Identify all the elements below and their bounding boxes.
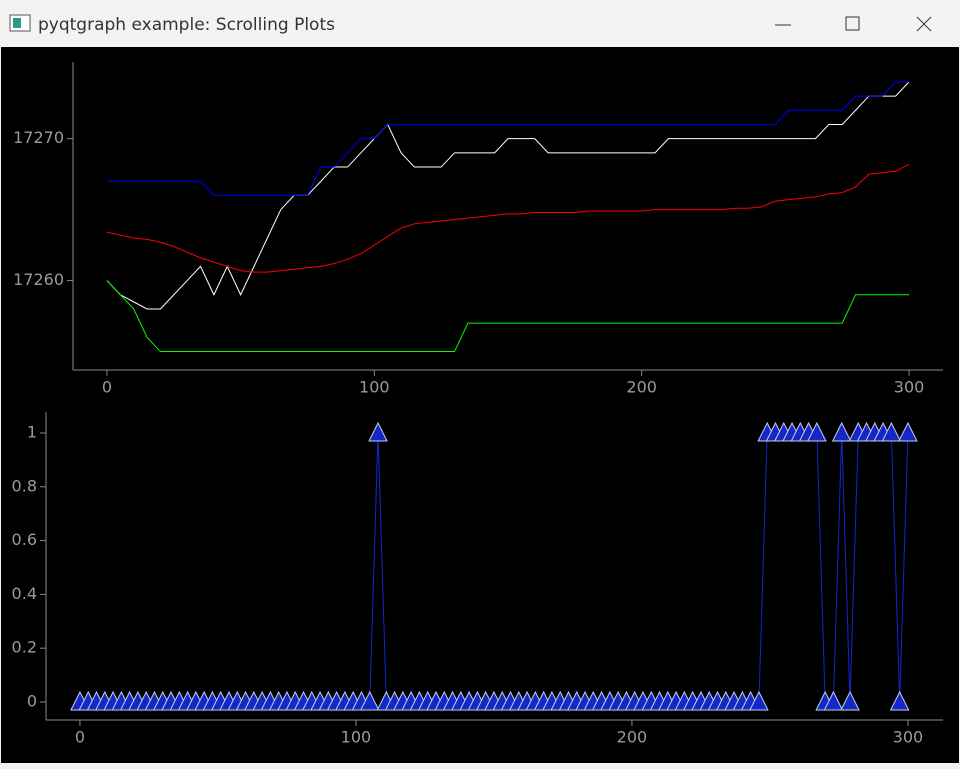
triangle-marker (823, 690, 844, 711)
data-line (106, 280, 910, 353)
minimize-button[interactable] (760, 3, 806, 43)
plot-area (1, 47, 959, 763)
x-tick-label: 300 (893, 728, 924, 747)
y-tick-label: 0.4 (12, 584, 37, 603)
y-tick-label: 17270 (13, 128, 64, 147)
x-tick-label: 0 (102, 378, 112, 397)
triangle-marker (807, 421, 827, 442)
triangle-marker (898, 421, 918, 442)
y-tick-label: 17260 (13, 270, 64, 289)
x-tick-label: 300 (894, 378, 925, 397)
y-tick-label: 0.6 (12, 530, 37, 549)
window-title: pyqtgraph example: Scrolling Plots (38, 15, 335, 35)
x-tick-label: 200 (626, 378, 657, 397)
triangle-marker (359, 690, 380, 711)
x-tick-label: 100 (359, 378, 390, 397)
close-button[interactable] (900, 3, 946, 43)
y-tick-label: 0.8 (12, 476, 37, 495)
maximize-button[interactable] (830, 3, 876, 43)
y-tick-label: 0.2 (12, 638, 37, 657)
triangle-marker (749, 690, 769, 711)
triangle-marker (889, 690, 910, 711)
x-tick-label: 100 (341, 728, 372, 747)
x-tick-label: 200 (617, 728, 648, 747)
app-icon-inner (13, 18, 21, 28)
data-line (106, 163, 910, 273)
triangle-marker (881, 421, 902, 442)
triangle-marker (840, 690, 860, 711)
triangle-marker (368, 421, 388, 442)
y-tick-label: 0 (27, 691, 37, 710)
data-line (106, 81, 910, 196)
x-tick-label: 0 (75, 728, 85, 747)
data-line (106, 81, 910, 310)
triangle-marker (831, 421, 852, 442)
y-tick-label: 1 (27, 422, 37, 441)
